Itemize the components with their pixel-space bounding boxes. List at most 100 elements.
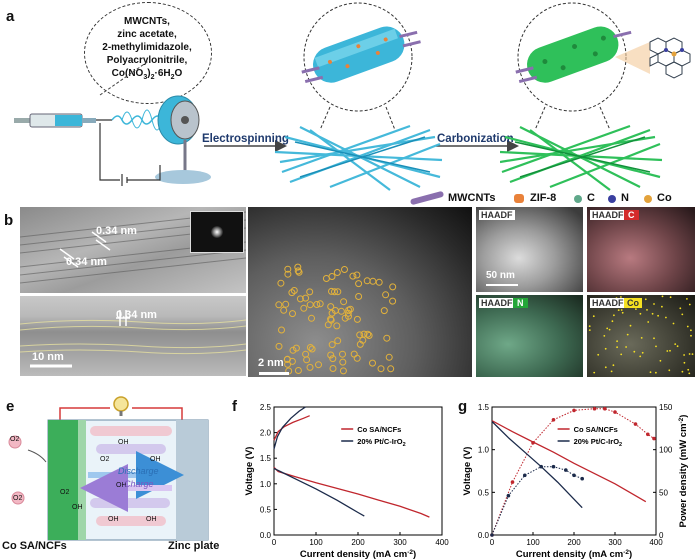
co-sa-ncfs-polarization-line: [491, 420, 647, 503]
cobalt-signal-dot: [593, 371, 596, 374]
cobalt-signal-dot: [612, 364, 615, 367]
panel-d-scale-label: 50 nm: [486, 270, 515, 281]
single-atom-marker: [327, 303, 335, 311]
single-atom-marker: [313, 301, 321, 308]
y-tick-label: 2.5: [260, 403, 272, 412]
single-atom-marker: [277, 279, 285, 287]
cobalt-signal-dot: [655, 345, 657, 348]
lattice-spacing-2: 0.34 nm: [66, 256, 107, 268]
pt-c-iro2-power-point: [564, 468, 568, 472]
cobalt-signal-dot: [683, 354, 685, 356]
cathode-label: Co SA/NCFs: [2, 540, 67, 552]
co-sa-ncfs-charge-line: [273, 415, 310, 441]
cobalt-signal-dot: [621, 311, 624, 314]
precursor-pan: Polyacrylonitrile,: [106, 55, 188, 66]
cobalt-signal-dot: [620, 309, 623, 311]
cobalt-signal-dot: [657, 314, 659, 317]
y2-tick-label: 0: [659, 531, 664, 540]
panel-f-label: f: [232, 398, 237, 415]
single-atom-marker: [350, 350, 358, 358]
charge-label: Charge: [124, 479, 154, 489]
species-oh-2: OH: [150, 456, 161, 463]
cobalt-legend-icon: [644, 195, 652, 203]
single-atom-marker: [290, 287, 298, 294]
co-sa-ncfs-discharge-line: [273, 466, 430, 518]
single-atom-marker: [328, 287, 335, 295]
single-atom-marker: [387, 365, 395, 373]
single-atom-marker: [355, 280, 363, 288]
cobalt-signal-dot: [604, 366, 607, 369]
panel-e-label: e: [6, 398, 15, 415]
tile-tag-nitrogen: N: [513, 298, 528, 308]
co-sa-ncfs-power-point: [633, 422, 638, 426]
single-atom-marker: [349, 272, 357, 280]
panel-b-scale-label: 10 nm: [32, 351, 64, 363]
single-atom-marker: [280, 306, 288, 314]
eds-cobalt-tile: [587, 295, 695, 377]
cobalt-signal-dot: [588, 325, 591, 328]
species-oh-3: OH: [116, 482, 127, 489]
legend-carbon: C: [587, 192, 595, 204]
co-sa-ncfs-power-point: [652, 436, 656, 441]
y-tick-label: 1.5: [478, 403, 490, 412]
co-sa-ncfs-power-point: [613, 410, 617, 414]
y-tick-label: 1.0: [478, 446, 490, 455]
cobalt-signal-dot: [679, 307, 682, 310]
single-atom-marker: [306, 301, 314, 309]
precursor-callout: [84, 2, 212, 104]
species-oh-6: OH: [146, 516, 157, 523]
cobalt-signal-dot: [620, 353, 623, 356]
cobalt-signal-dot: [640, 337, 643, 339]
single-atom-marker: [341, 266, 348, 273]
co-sa-ncfs-power-point: [510, 480, 515, 484]
single-atom-marker: [296, 295, 304, 303]
cobalt-signal-dot: [688, 353, 691, 355]
mwcnt-legend-icon: [410, 191, 444, 205]
pt-c-iro2-polarization-line: [491, 421, 583, 509]
cobalt-signal-dot: [655, 371, 657, 374]
tile-tag-haadf-2: HAADF: [590, 210, 626, 220]
single-atom-marker: [294, 263, 302, 271]
single-atom-marker: [322, 275, 330, 282]
cobalt-signal-dot: [603, 335, 606, 337]
x-tick-label: 200: [567, 538, 581, 547]
y2-axis-label: Power density (mW cm-2): [678, 415, 689, 528]
single-atom-marker: [302, 350, 310, 358]
cobalt-signal-dot: [610, 370, 613, 373]
single-atom-marker: [294, 367, 302, 374]
cobalt-signal-dot: [626, 333, 629, 336]
single-atom-marker: [369, 359, 376, 367]
single-atom-marker: [353, 354, 361, 362]
legend-nitrogen: N: [621, 192, 629, 204]
cobalt-signal-dot: [616, 346, 618, 349]
co-sa-ncfs-power-point: [572, 408, 576, 413]
y-tick-label: 0.0: [478, 531, 490, 540]
carbonization-arrow: [436, 140, 519, 152]
cobalt-signal-dot: [604, 347, 607, 350]
single-atom-marker: [389, 297, 397, 305]
precursor-mwcnts: MWCNTs,: [124, 16, 170, 27]
single-atom-marker: [340, 298, 348, 306]
x-tick-label: 100: [526, 538, 540, 547]
y-axis-label: Voltage (V): [462, 447, 473, 496]
single-atom-marker: [377, 365, 385, 373]
x-tick-label: 400: [435, 538, 449, 547]
cobalt-signal-dot: [588, 329, 591, 331]
y-tick-label: 0.5: [260, 505, 272, 514]
legend-mwcnts: MWCNTs: [448, 192, 496, 204]
legend-zif8: ZIF-8: [530, 192, 557, 204]
cobalt-signal-dot: [616, 340, 618, 343]
eds-haadf-tile: [476, 207, 583, 292]
cobalt-signal-dot: [592, 315, 595, 318]
co-sa-ncfs-legend-label: Co SA/NCFs: [357, 425, 401, 434]
single-atom-marker: [288, 357, 296, 365]
lattice-spacing-3: 0.34 nm: [116, 309, 157, 321]
cobalt-signal-dot: [674, 343, 677, 345]
tile-tag-haadf-1: HAADF: [479, 210, 515, 220]
cobalt-signal-dot: [597, 353, 600, 356]
single-atom-marker: [329, 365, 337, 372]
single-atom-marker: [303, 356, 311, 364]
pt-c-iro2-discharge-line: [273, 467, 365, 517]
y-tick-label: 0.0: [260, 531, 272, 540]
cobalt-signal-dot: [653, 303, 655, 305]
